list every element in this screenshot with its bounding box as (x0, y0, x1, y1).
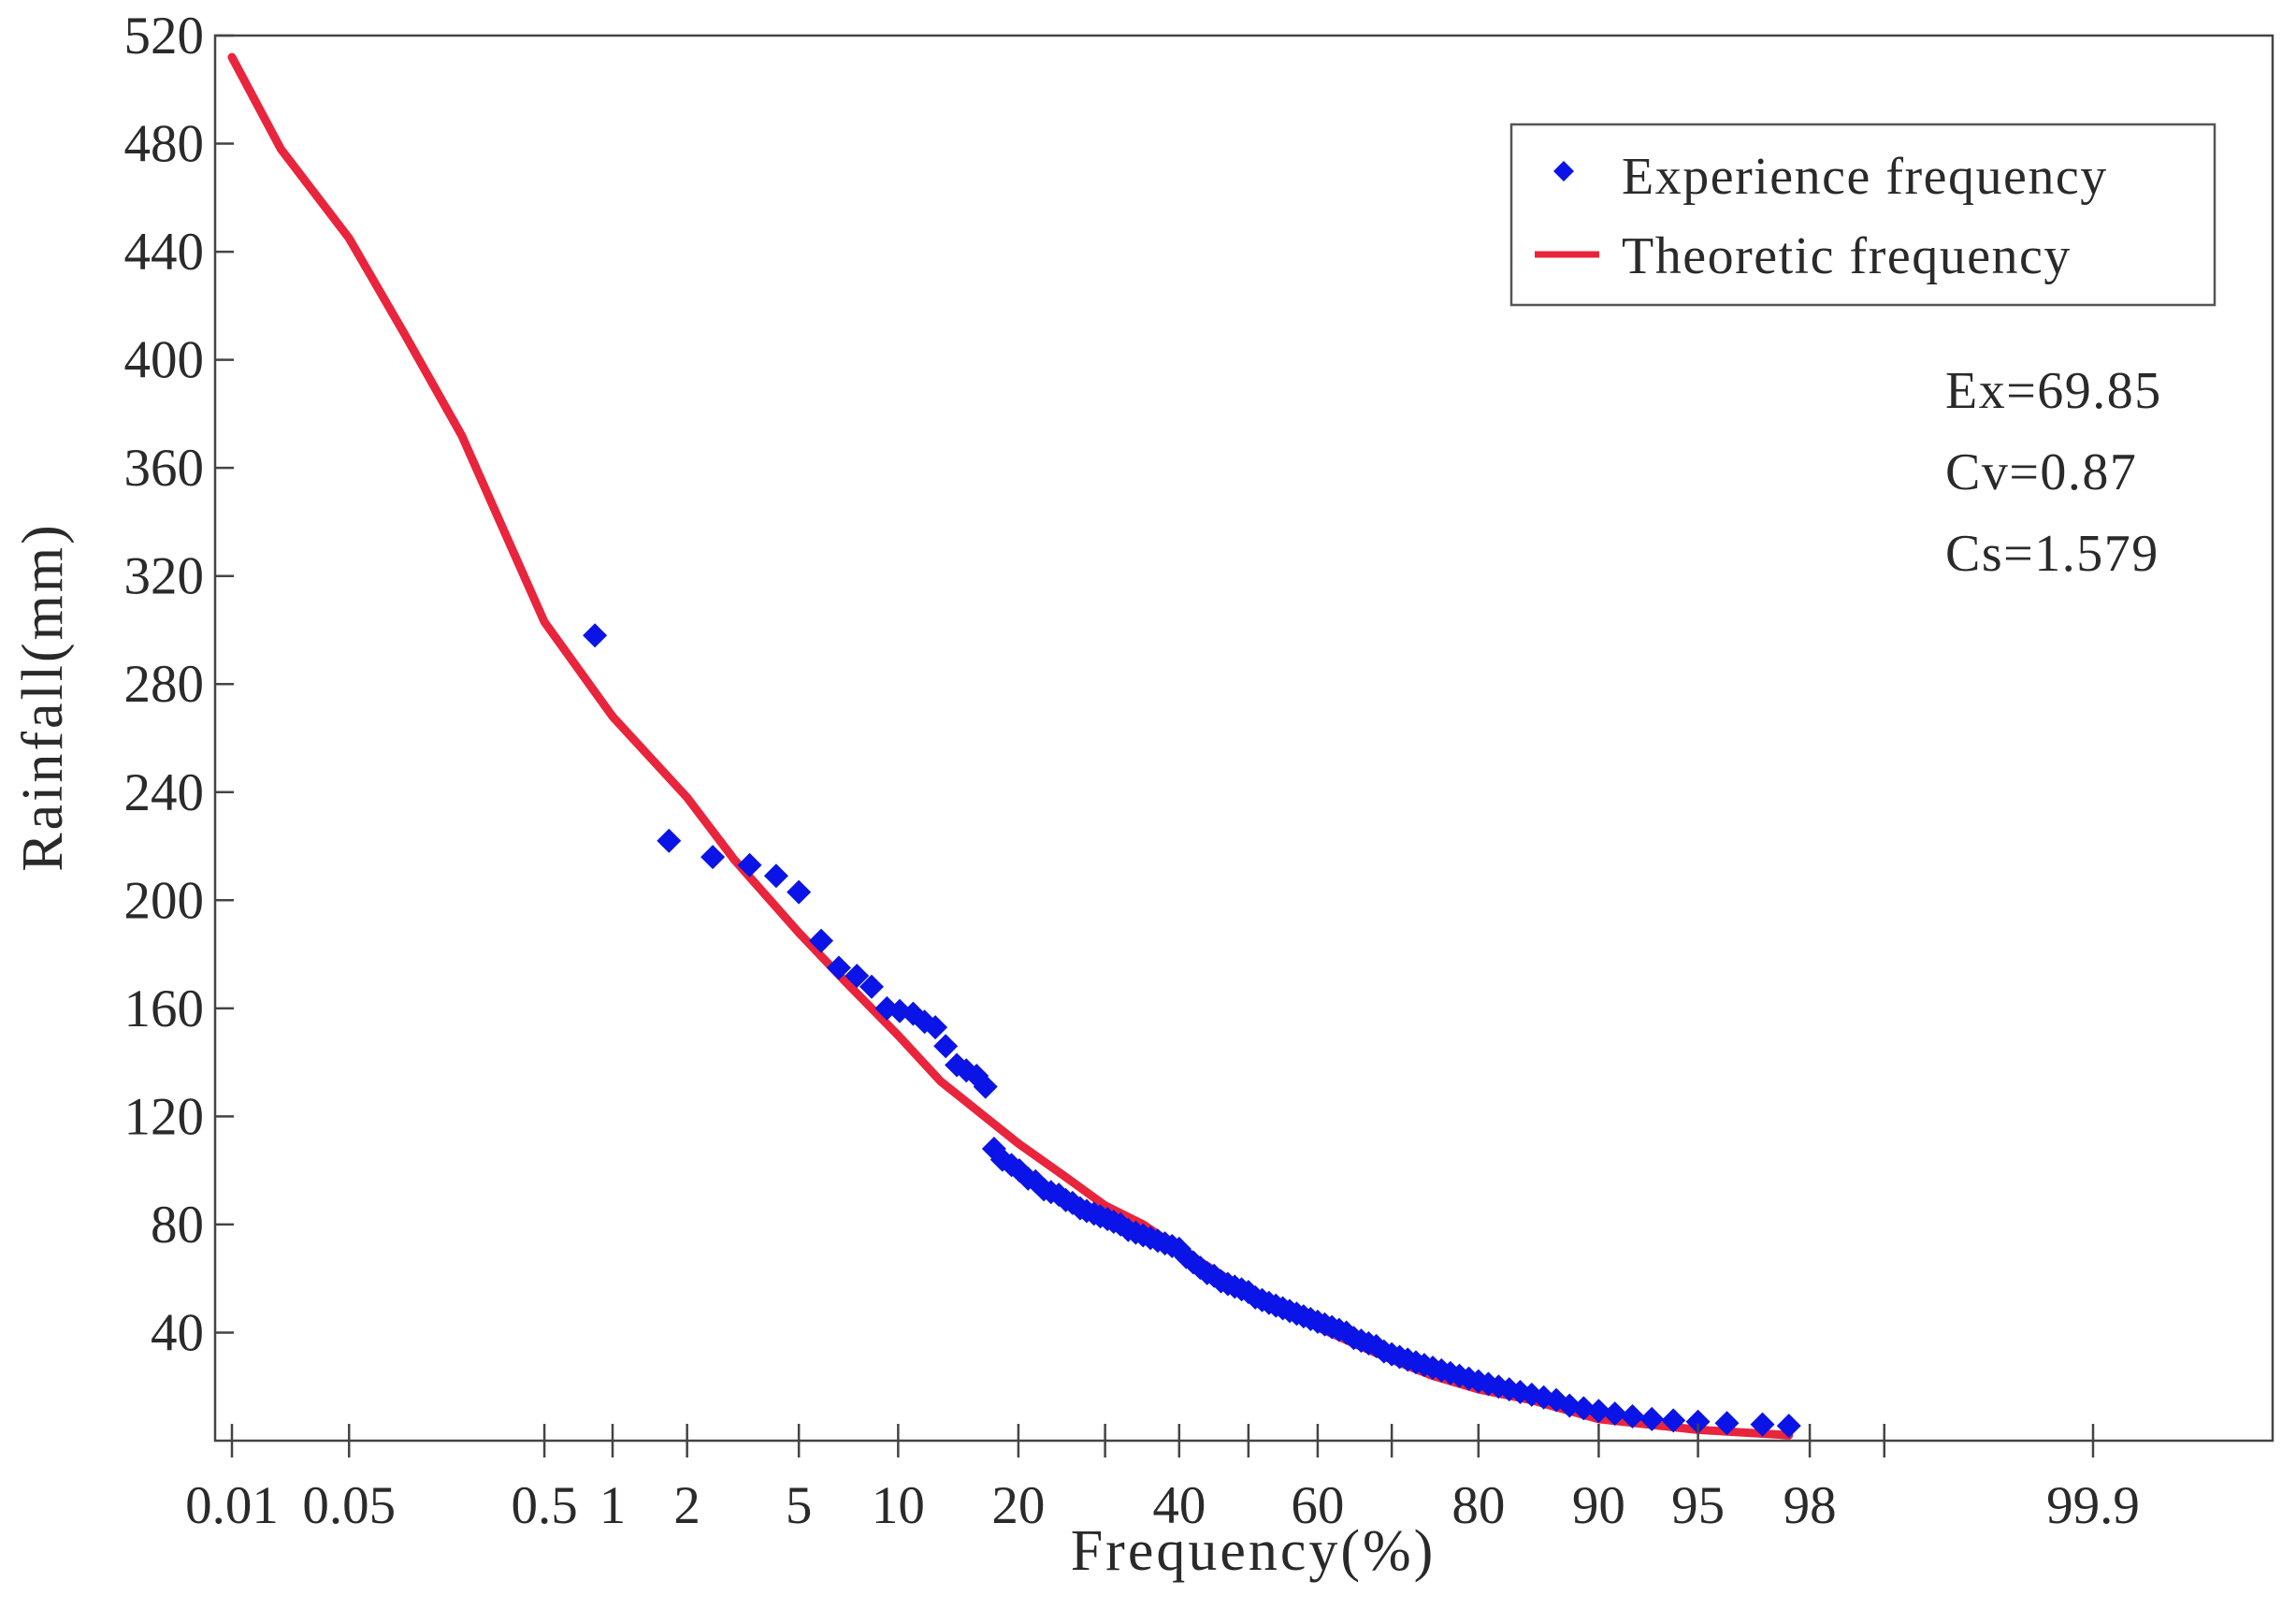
y-tick-label: 520 (124, 7, 205, 65)
x-tick-label: 2 (673, 1476, 700, 1535)
experience-point (737, 852, 762, 878)
statistics-annotations: Ex=69.85 Cv=0.87 Cs=1.579 (1945, 362, 2162, 583)
experience-point (700, 845, 726, 870)
legend-border (1509, 123, 2217, 307)
experience-point (809, 928, 834, 953)
x-tick-label: 95 (1671, 1476, 1725, 1535)
x-tick-label: 60 (1291, 1476, 1344, 1535)
legend-diamond (1553, 161, 1574, 181)
x-tick-label: 20 (991, 1476, 1045, 1535)
series-layer (227, 52, 1801, 1440)
y-axis-title: Rainfall(mm) (11, 522, 75, 871)
legend-label-experience: Experience frequency (1622, 148, 2108, 206)
experience-point (1685, 1409, 1711, 1434)
experience-point (933, 1034, 959, 1059)
y-tick-label: 280 (124, 655, 205, 714)
experience-point (826, 955, 851, 980)
y-tick-label: 440 (124, 223, 205, 282)
y-tick-label: 360 (124, 439, 205, 498)
experience-point (1776, 1414, 1801, 1439)
experience-point (583, 623, 608, 648)
y-tick-label: 400 (124, 331, 205, 390)
experience-point (657, 828, 682, 853)
legend-marker-diamond (1553, 161, 1574, 181)
x-tick-label: 0.5 (511, 1476, 577, 1535)
annotation-cv: Cv=0.87 (1945, 443, 2137, 501)
experience-point (1620, 1404, 1645, 1429)
axis-layer: 40801201602002402803203604004404805200.0… (124, 7, 2140, 1535)
y-tick-label: 240 (124, 763, 205, 822)
experience-point (1639, 1406, 1665, 1431)
y-tick-label: 200 (124, 871, 205, 930)
plot-frame-layer (213, 34, 2274, 1443)
x-axis-title: Frequency(%) (1071, 1519, 1437, 1583)
experience-point (763, 863, 788, 889)
x-tick-label: 0.05 (302, 1476, 396, 1535)
x-tick-label: 40 (1152, 1476, 1206, 1535)
experience-point (1714, 1411, 1740, 1436)
experience-point (1586, 1399, 1611, 1424)
x-tick-label: 1 (599, 1476, 627, 1535)
plot-frame (213, 34, 2274, 1443)
experience-point (1602, 1401, 1627, 1427)
x-tick-label: 98 (1783, 1476, 1837, 1535)
legend-box: Experience frequency Theoretic frequency (1509, 123, 2217, 307)
x-tick-label: 99.9 (2046, 1476, 2140, 1535)
x-tick-label: 10 (872, 1476, 925, 1535)
y-tick-label: 40 (151, 1303, 204, 1362)
experience-point (787, 879, 812, 905)
y-tick-label: 320 (124, 547, 205, 606)
y-tick-label: 480 (124, 115, 205, 174)
y-tick-label: 120 (124, 1087, 205, 1146)
legend-label-theoretic: Theoretic frequency (1622, 227, 2072, 285)
experience-point (923, 1015, 948, 1040)
experience-point (1571, 1396, 1596, 1421)
experience-point (1661, 1408, 1686, 1433)
experience-point (1750, 1412, 1775, 1437)
y-tick-label: 160 (124, 979, 205, 1038)
x-tick-label: 5 (786, 1476, 813, 1535)
x-tick-label: 90 (1572, 1476, 1625, 1535)
experience-point (845, 964, 870, 989)
y-tick-label: 80 (151, 1196, 204, 1255)
experience-point (973, 1074, 998, 1099)
x-tick-label: 0.01 (185, 1476, 279, 1535)
annotation-cs: Cs=1.579 (1945, 525, 2159, 583)
experience-point (859, 974, 884, 999)
x-tick-label: 80 (1451, 1476, 1505, 1535)
annotation-ex: Ex=69.85 (1945, 362, 2162, 420)
